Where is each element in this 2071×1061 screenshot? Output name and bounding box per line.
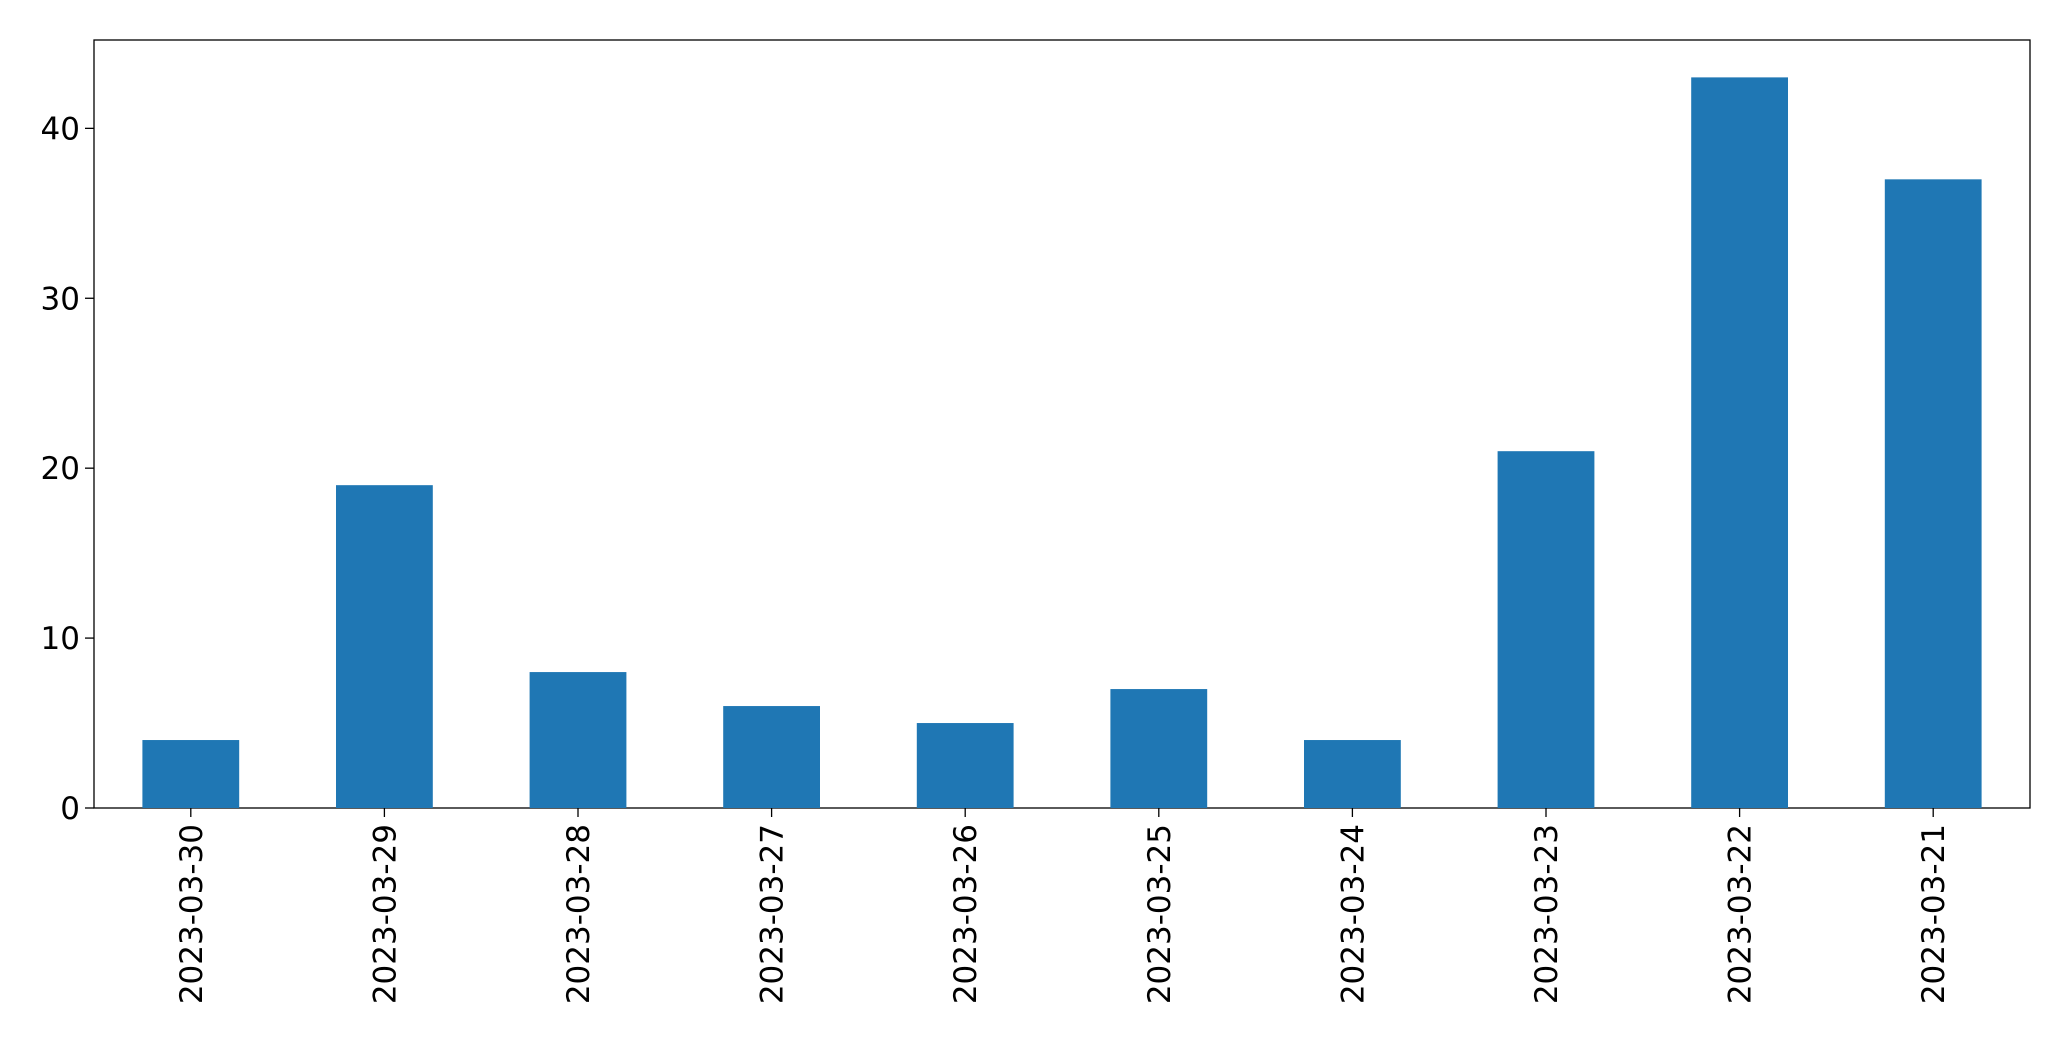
y-tick-label: 0 [60, 791, 80, 827]
x-tick-label: 2023-03-25 [1142, 824, 1178, 1004]
bar [1497, 451, 1595, 808]
bar [1884, 179, 1982, 808]
x-tick-label: 2023-03-27 [755, 824, 791, 1004]
y-tick-label: 20 [41, 451, 80, 487]
y-tick-label: 40 [41, 111, 80, 147]
bar [723, 706, 820, 808]
x-tick-label: 2023-03-30 [174, 824, 210, 1004]
plot-frame [93, 39, 2031, 809]
x-tick-label: 2023-03-23 [1529, 824, 1565, 1004]
bar [1304, 740, 1401, 808]
x-tick-label: 2023-03-24 [1335, 824, 1371, 1004]
x-tick-label: 2023-03-29 [367, 824, 403, 1004]
x-tick-label: 2023-03-21 [1916, 824, 1952, 1004]
bar [142, 740, 240, 808]
bar [529, 672, 627, 808]
bar [336, 485, 433, 808]
y-tick-label: 30 [41, 281, 80, 317]
y-tick-label: 10 [41, 621, 80, 657]
bar [916, 723, 1014, 808]
x-tick-label: 2023-03-22 [1723, 824, 1759, 1004]
x-tick-label: 2023-03-26 [948, 824, 984, 1004]
bar [1110, 689, 1208, 808]
x-tick-label: 2023-03-28 [561, 824, 597, 1004]
bar [1691, 77, 1788, 808]
